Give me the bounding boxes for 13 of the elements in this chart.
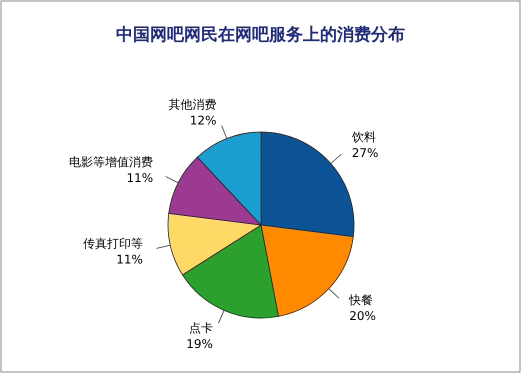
slice-label: 点卡 [188, 321, 213, 336]
slice-label: 电影等增值消费 [69, 155, 154, 170]
data-label: 11% [116, 252, 143, 266]
slice-label: 饮料 [350, 130, 376, 144]
data-label: 20% [349, 308, 376, 323]
data-label: 11% [126, 171, 154, 186]
data-label: 12% [190, 113, 216, 128]
slice-label: 传真打印等 [82, 236, 143, 250]
data-label: 19% [186, 337, 213, 352]
chart-title: 中国网吧网民在网吧服务上的消费分布 [116, 25, 405, 45]
data-label: 27% [352, 146, 378, 160]
slice-label: 其他消费 [168, 97, 216, 112]
slice-label: 快餐 [348, 292, 374, 307]
